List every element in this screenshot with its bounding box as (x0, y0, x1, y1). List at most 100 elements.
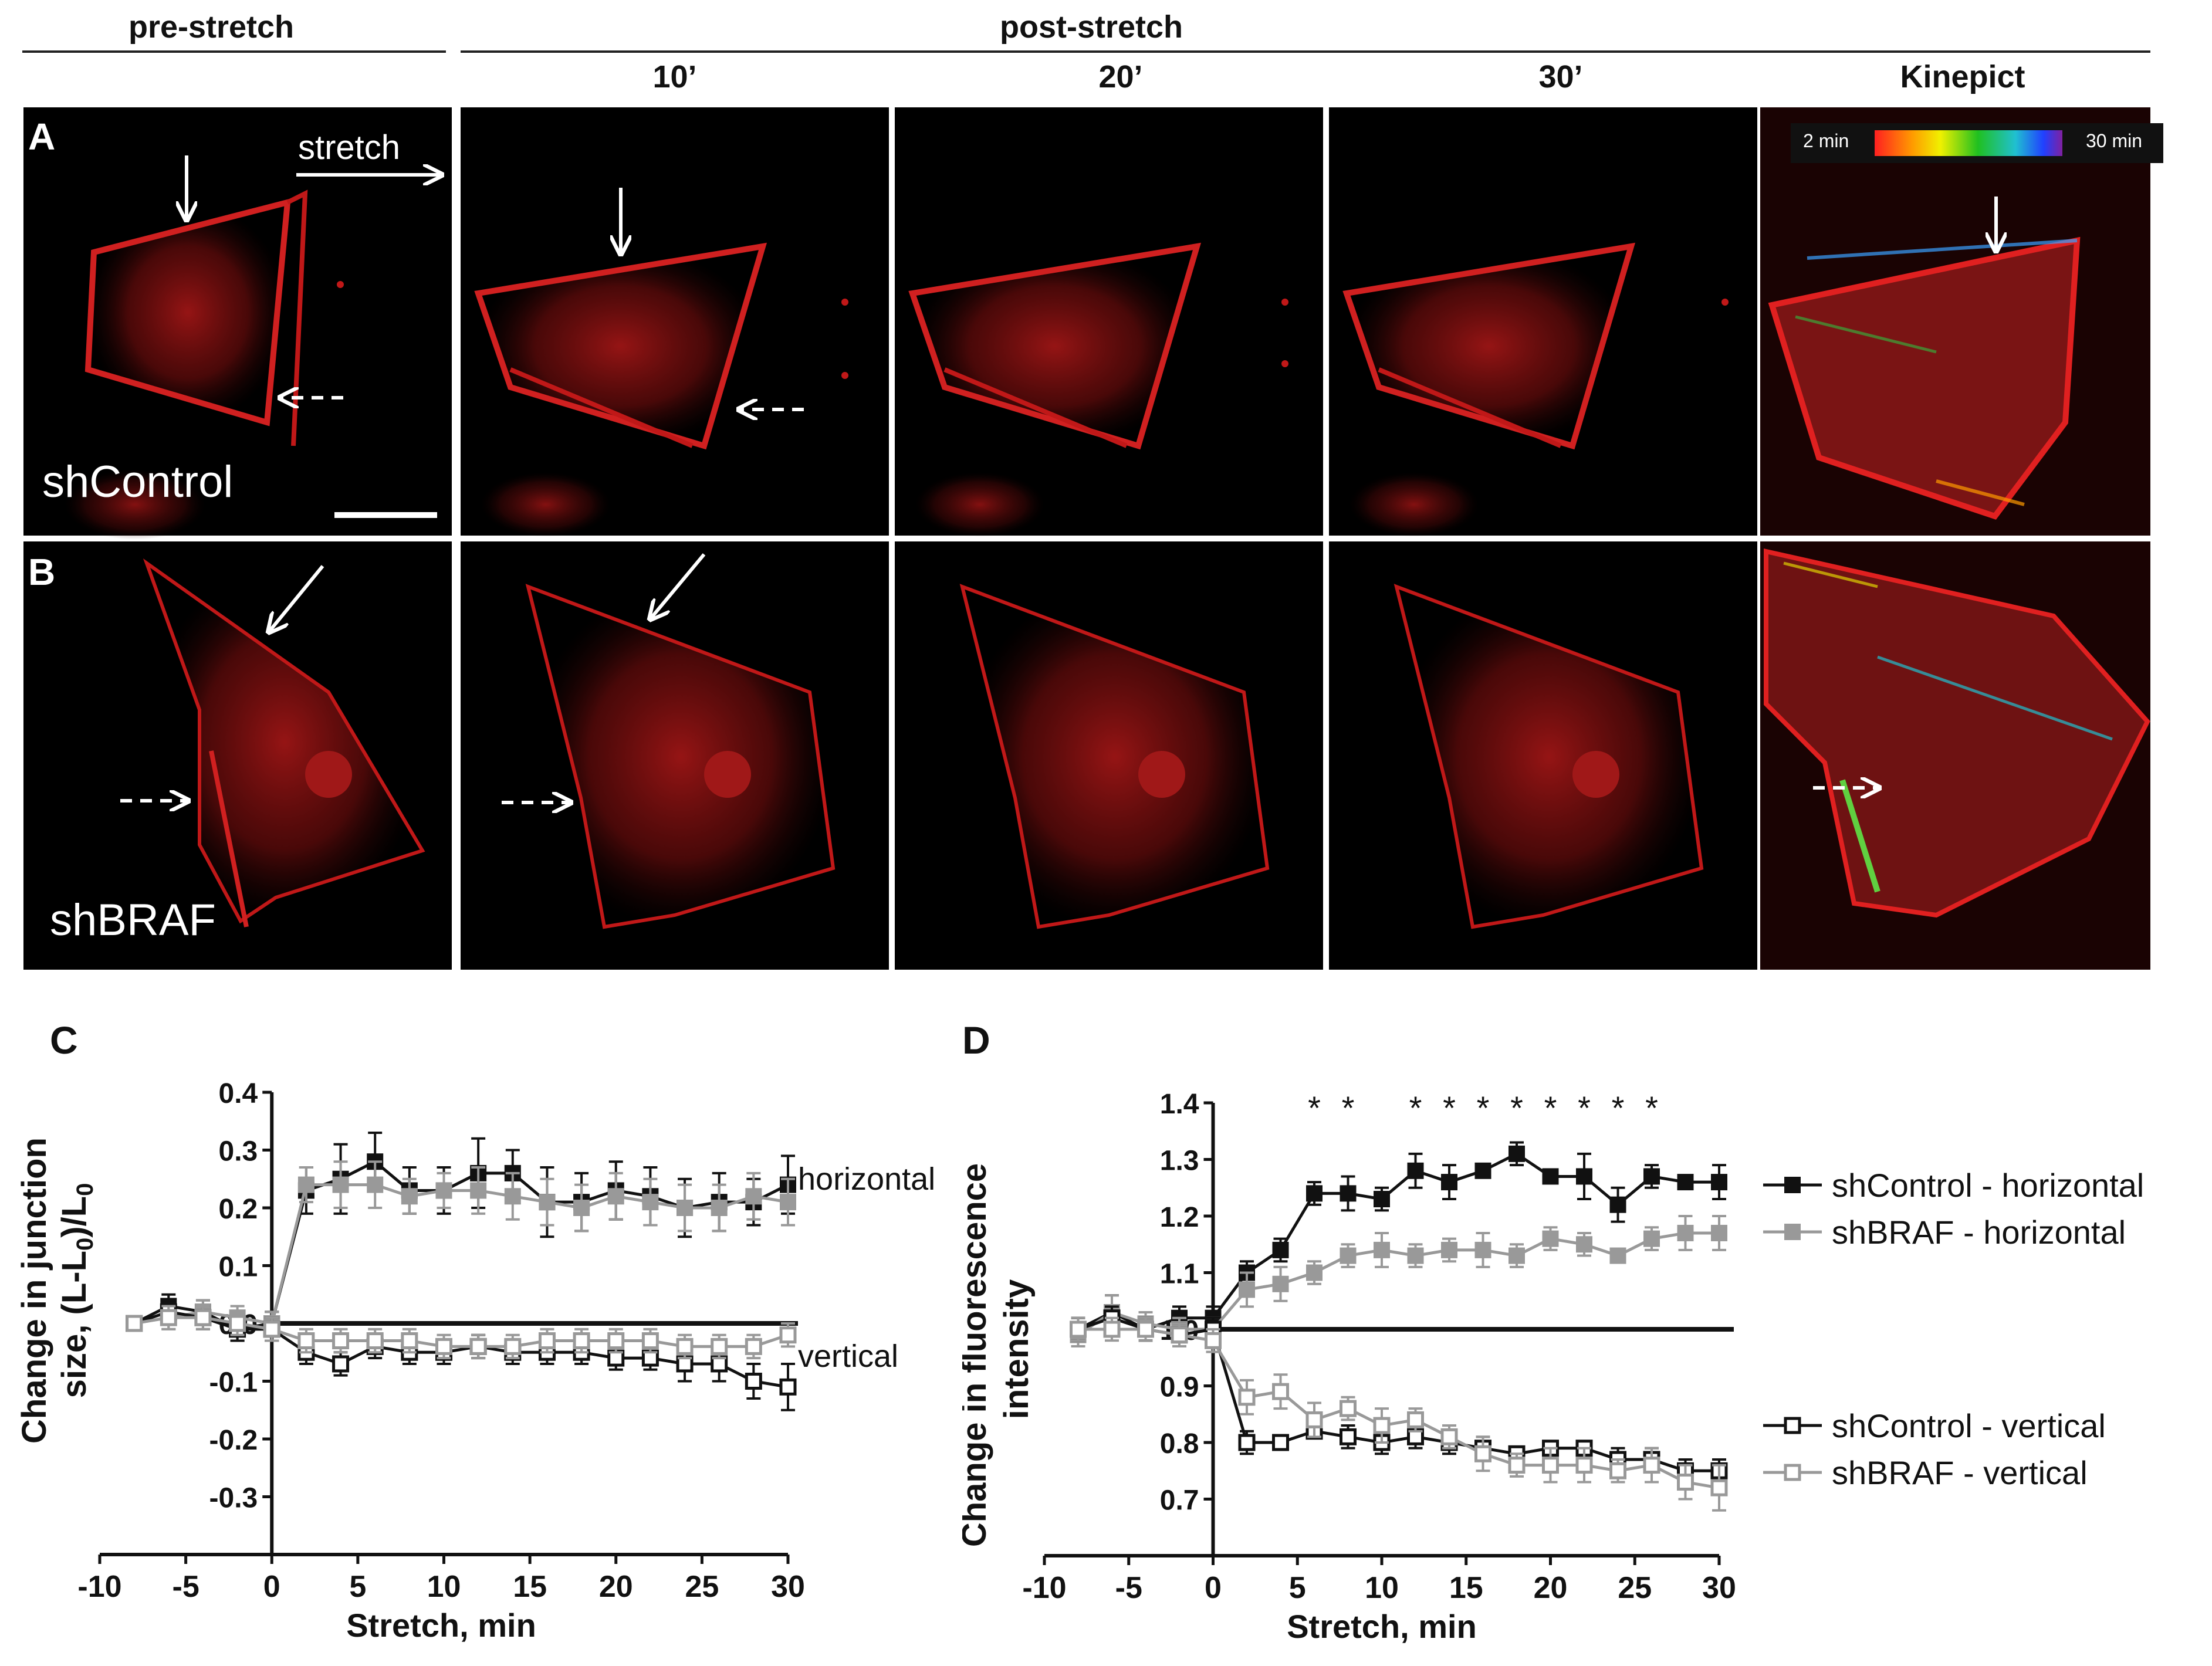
panel-b-10 (461, 541, 889, 970)
chart-d-legend-item: shControl - horizontal (1763, 1167, 2144, 1204)
chart-d-significance-star: * (1443, 1089, 1456, 1126)
header-rule-post (461, 50, 2150, 53)
chart-d-legend-item: shControl - vertical (1763, 1407, 2106, 1444)
arrows (120, 155, 1996, 802)
chart-c: -10-50510152025300.40.30.20.10.0-0.1-0.2… (15, 1078, 935, 1644)
chart-c-point (470, 1182, 487, 1199)
chart-c-ytick-label: 0.4 (219, 1078, 258, 1109)
chart-d-xtick-label: 20 (1534, 1571, 1568, 1605)
chart-d-point (1374, 1241, 1390, 1258)
chart-d-point (1677, 1224, 1694, 1241)
chart-c-series (126, 1131, 797, 1411)
chart-c-point (538, 1332, 556, 1350)
chart-d-xtick-label: -10 (1022, 1571, 1066, 1605)
panel-b-pre (23, 541, 452, 970)
header-rule-pre (22, 50, 446, 53)
chart-c-point (401, 1188, 418, 1205)
chart-c-ytick-label: -0.2 (209, 1425, 258, 1456)
chart-d-point (1340, 1247, 1357, 1264)
chart-d-xtick-label: 10 (1365, 1571, 1399, 1605)
chart-c-point (469, 1337, 487, 1355)
chart-d-ytick-label: 1.1 (1160, 1259, 1199, 1290)
chart-d-point (1238, 1434, 1256, 1451)
chart-d-point (1239, 1281, 1255, 1298)
header-kinepict: Kinepict (1900, 59, 2025, 94)
panel-a-10 (461, 107, 889, 537)
chart-d-axes: -10-50510152025301.41.31.21.11.00.90.80.… (1022, 1089, 1736, 1605)
row-label-shbraf: shBRAF (50, 895, 216, 945)
chart-d-significance-star: * (1645, 1089, 1658, 1126)
chart-c-ylabel-line1: Change in junction (15, 1137, 53, 1444)
header-30min: 30’ (1538, 59, 1583, 94)
chart-c-point (607, 1188, 624, 1205)
chart-d-point (1272, 1434, 1289, 1451)
chart-d-point (1407, 1162, 1424, 1179)
chart-d-point (1710, 1479, 1728, 1496)
chart-d-point (1340, 1400, 1357, 1417)
chart-d-point (1407, 1411, 1424, 1428)
chart-d-point (1272, 1275, 1289, 1292)
chart-c-point (332, 1176, 349, 1193)
chart-d-point (1205, 1332, 1222, 1349)
chart-c-point (332, 1355, 350, 1373)
chart-c-point (367, 1176, 384, 1193)
chart-d-point (1340, 1428, 1357, 1445)
chart-d-point (1070, 1320, 1087, 1338)
chart-c-point (607, 1332, 625, 1350)
chart-d-point (1542, 1457, 1559, 1474)
chart-d-xtick-label: 30 (1702, 1571, 1736, 1605)
chart-c-point (297, 1176, 314, 1193)
chart-c-point (126, 1315, 143, 1332)
chart-c-point (194, 1309, 212, 1326)
chart-d-point (1643, 1168, 1660, 1185)
chart-d-legend-label: shControl - vertical (1832, 1407, 2106, 1444)
chart-c-series-line (133, 1160, 789, 1331)
scale-bar (334, 512, 437, 518)
chart-c-annot-horizontal: horizontal (798, 1162, 935, 1197)
chart-d-ytick-label: 1.2 (1160, 1202, 1199, 1233)
chart-d-point (1474, 1241, 1491, 1258)
chart-c-ylabel-line2: size, (L-L0)/L0 (55, 1183, 98, 1399)
chart-d-significance-star: * (1308, 1089, 1321, 1126)
chart-d-ylabel-line2: intensity (997, 1279, 1036, 1420)
chart-c-point (745, 1373, 762, 1390)
chart-c-point (573, 1332, 590, 1350)
colorbar-start-label: 2 min (1803, 130, 1849, 151)
chart-c-point (539, 1194, 556, 1211)
chart-c-point (745, 1337, 762, 1355)
panel-b-kinepict (1760, 541, 2150, 970)
chart-d-legend-label: shControl - horizontal (1832, 1167, 2144, 1204)
chart-d-significance-star: * (1612, 1089, 1625, 1126)
chart-d-point (1508, 1457, 1526, 1474)
chart-c-axes: -10-50510152025300.40.30.20.10.0-0.1-0.2… (77, 1078, 805, 1604)
header-10min: 10’ (652, 59, 697, 94)
chart-c-ytick-label: 0.3 (219, 1136, 258, 1167)
chart-c-point (780, 1194, 796, 1211)
chart-d-significance-star: * (1409, 1089, 1422, 1126)
chart-c-point (677, 1200, 694, 1216)
chart-c-point (779, 1326, 797, 1344)
chart-d-point (1677, 1474, 1694, 1491)
panel-label-c: C (50, 1018, 78, 1062)
chart-d-significance-star: * (1342, 1089, 1355, 1126)
chart-d-ytick-label: 1.4 (1160, 1089, 1199, 1120)
chart-c-point (435, 1182, 452, 1199)
chart-d-point (1272, 1383, 1289, 1400)
chart-d-xtick-label: 15 (1449, 1571, 1483, 1605)
chart-c-point (332, 1332, 350, 1350)
chart-c-ytick-label: 0.2 (219, 1194, 258, 1225)
chart-d-xlabel: Stretch, min (1287, 1608, 1477, 1645)
chart-c-point (263, 1320, 280, 1338)
header-post-stretch: post-stretch (999, 9, 1183, 45)
chart-d: -10-50510152025301.41.31.21.11.00.90.80.… (962, 1089, 2144, 1645)
chart-d-significance-star: * (1477, 1089, 1490, 1126)
chart-d-ylabel-line1: Change in fluorescence (962, 1163, 993, 1547)
chart-c-xtick-label: 20 (599, 1570, 633, 1604)
chart-d-point (1575, 1457, 1593, 1474)
chart-d-xtick-label: -5 (1115, 1571, 1142, 1605)
chart-d-point (1542, 1230, 1559, 1247)
chart-d-point (1305, 1411, 1323, 1428)
chart-d-point (1643, 1457, 1660, 1474)
chart-d-point (1609, 1247, 1626, 1264)
chart-c-point (435, 1337, 452, 1355)
